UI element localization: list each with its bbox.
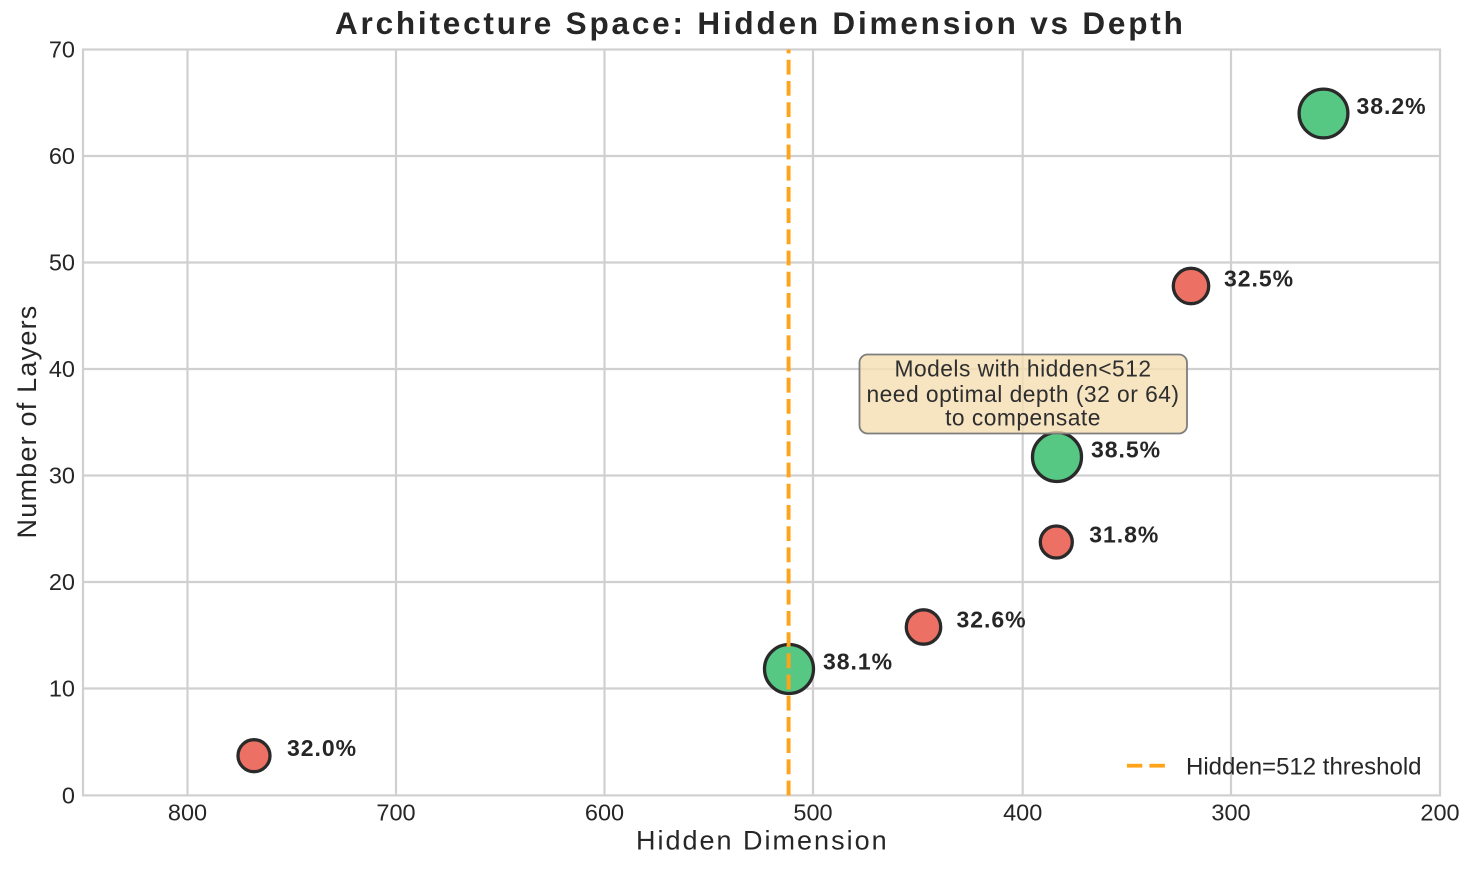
svg-text:700: 700 <box>376 800 415 826</box>
svg-text:800: 800 <box>168 800 207 826</box>
svg-text:400: 400 <box>1003 800 1042 826</box>
svg-text:38.1%: 38.1% <box>823 649 893 675</box>
svg-text:to compensate: to compensate <box>945 404 1101 430</box>
svg-text:600: 600 <box>585 800 624 826</box>
svg-text:0: 0 <box>62 782 75 808</box>
svg-text:32.0%: 32.0% <box>287 735 357 761</box>
svg-text:32.6%: 32.6% <box>957 607 1027 633</box>
svg-text:40: 40 <box>49 356 75 382</box>
svg-text:Hidden Dimension: Hidden Dimension <box>636 826 889 856</box>
svg-text:38.2%: 38.2% <box>1357 93 1427 119</box>
svg-text:200: 200 <box>1420 800 1459 826</box>
svg-text:300: 300 <box>1211 800 1250 826</box>
svg-text:need optimal depth (32 or 64): need optimal depth (32 or 64) <box>866 381 1179 407</box>
svg-text:Models with hidden<512: Models with hidden<512 <box>894 356 1151 382</box>
svg-text:Architecture Space: Hidden Dim: Architecture Space: Hidden Dimension vs … <box>335 5 1186 41</box>
svg-text:Number of Layers: Number of Layers <box>12 305 42 539</box>
svg-text:60: 60 <box>49 143 75 169</box>
svg-text:20: 20 <box>49 569 75 595</box>
svg-text:70: 70 <box>49 37 75 63</box>
svg-text:32.5%: 32.5% <box>1224 266 1294 292</box>
svg-text:30: 30 <box>49 463 75 489</box>
svg-text:10: 10 <box>49 676 75 702</box>
svg-text:31.8%: 31.8% <box>1089 522 1159 548</box>
svg-text:50: 50 <box>49 250 75 276</box>
svg-text:38.5%: 38.5% <box>1091 437 1161 463</box>
svg-text:Hidden=512 threshold: Hidden=512 threshold <box>1186 753 1422 780</box>
svg-text:500: 500 <box>793 800 832 826</box>
